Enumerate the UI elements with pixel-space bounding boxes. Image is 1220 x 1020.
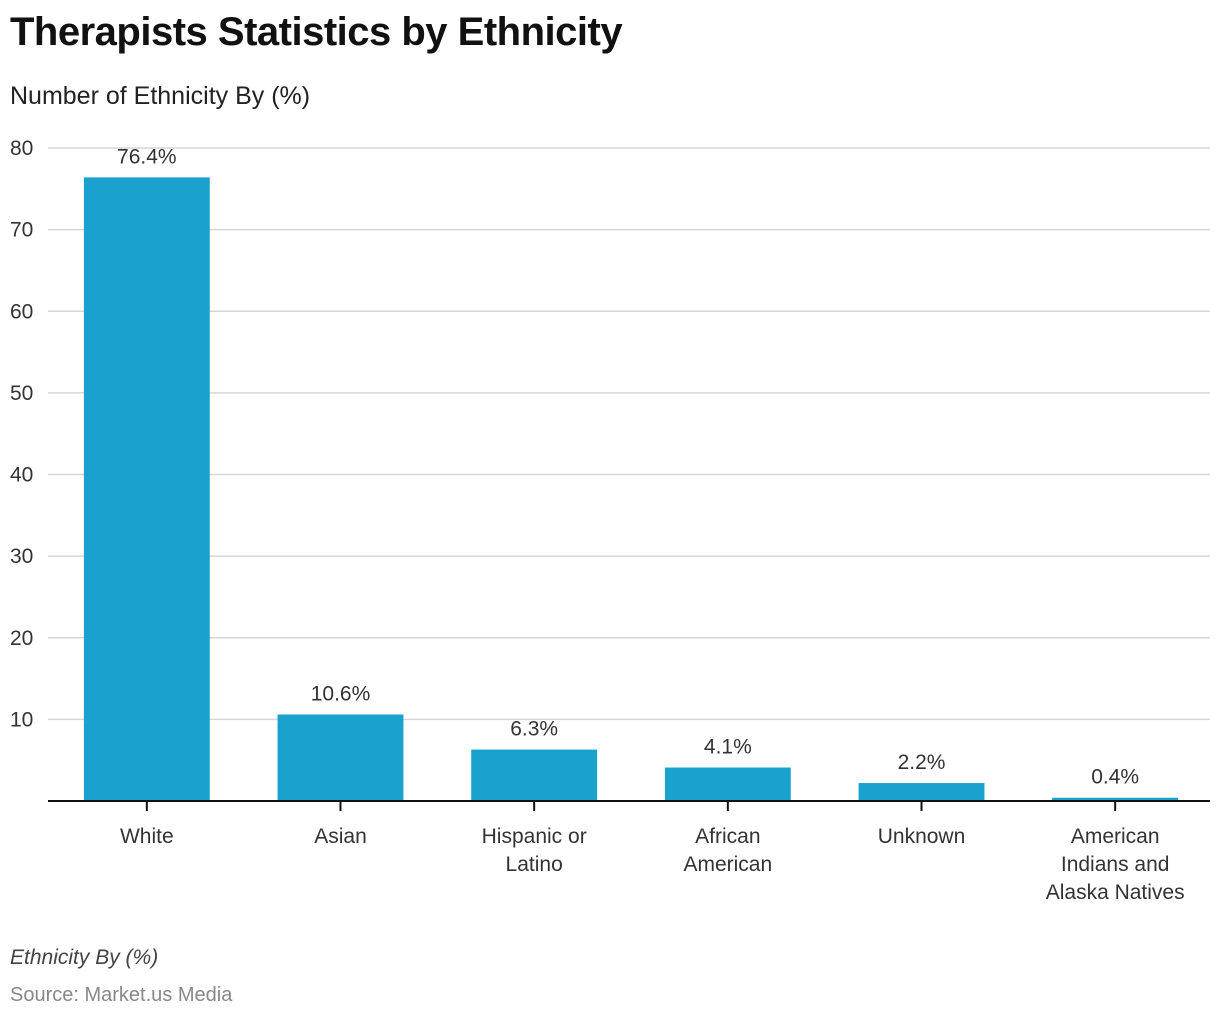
category-label: African (695, 825, 760, 848)
category-label: Asian (314, 825, 367, 848)
chart-title: Therapists Statistics by Ethnicity (10, 10, 623, 54)
bar (664, 767, 791, 801)
y-tick-label: 60 (10, 300, 33, 323)
category-labels: White Asian Hispanic or Latino African Americ… (120, 825, 1185, 904)
category-label: American (683, 853, 772, 876)
y-tick-label: 50 (10, 382, 33, 405)
data-label: 10.6% (311, 682, 371, 705)
y-tick-label: 10 (10, 708, 33, 731)
bar (858, 783, 985, 801)
data-label: 0.4% (1091, 766, 1139, 789)
y-tick-label: 80 (10, 137, 33, 160)
data-label: 4.1% (704, 736, 752, 759)
category-label: White (120, 825, 174, 848)
footnote: Ethnicity By (%) (10, 946, 159, 969)
y-tick-label: 40 (10, 464, 33, 487)
data-label: 76.4% (117, 145, 177, 168)
category-label: American (1071, 825, 1160, 848)
category-label: Latino (506, 853, 563, 876)
category-label: Indians and (1061, 853, 1170, 876)
bar (277, 714, 404, 801)
y-tick-label: 70 (10, 219, 33, 242)
y-tick-label: 30 (10, 545, 33, 568)
bar (471, 749, 598, 801)
data-labels: 76.4% 10.6% 6.3% 4.1% 2.2% 0.4% (117, 145, 1139, 788)
chart-subtitle: Number of Ethnicity By (%) (10, 82, 311, 110)
x-axis-ticks (145, 801, 1117, 811)
category-label: Hispanic or (482, 825, 587, 848)
gridlines (48, 147, 1210, 721)
source-note: Source: Market.us Media (10, 984, 233, 1006)
category-label: Alaska Natives (1046, 881, 1185, 904)
data-label: 2.2% (898, 751, 946, 774)
bar (83, 177, 210, 801)
y-tick-label: 20 (10, 627, 33, 650)
data-label: 6.3% (510, 718, 558, 741)
bars (83, 177, 1179, 801)
y-axis-ticks: 10 20 30 40 50 60 70 80 (10, 137, 33, 731)
bar (1052, 797, 1179, 801)
category-label: Unknown (878, 825, 966, 848)
